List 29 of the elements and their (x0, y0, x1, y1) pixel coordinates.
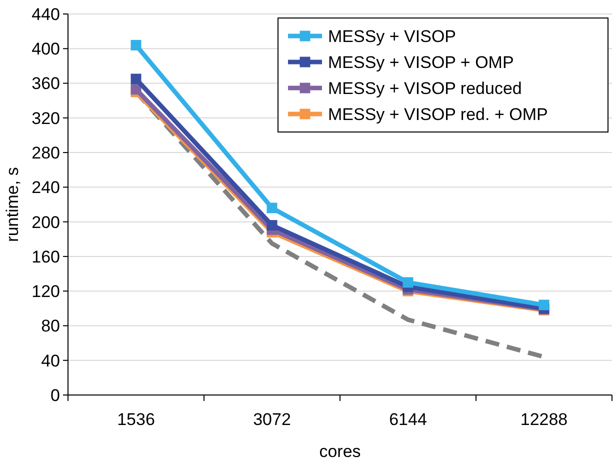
y-tick-label: 120 (32, 282, 60, 302)
legend-label: MESSy + VISOP (328, 26, 456, 46)
y-tick-label: 0 (50, 386, 60, 405)
point (266, 220, 278, 231)
y-tick-label: 400 (32, 40, 60, 59)
point (130, 40, 142, 50)
legend-label: MESSy + VISOP + OMP (328, 52, 514, 72)
y-tick-label: 320 (32, 108, 60, 128)
y-tick-label: 80 (41, 316, 60, 336)
y-tick-label: 200 (32, 212, 60, 232)
x-axis-title: cores (319, 442, 361, 461)
point (538, 300, 550, 310)
y-tick-label: 280 (32, 143, 60, 162)
y-tick-label: 440 (32, 4, 60, 24)
x-tick-label: 12288 (520, 410, 568, 429)
y-tick-label: 40 (41, 351, 60, 370)
point (402, 277, 414, 288)
point (130, 84, 142, 95)
y-tick-label: 160 (32, 247, 60, 266)
y-tick-label: 360 (32, 74, 60, 94)
legend-label: MESSy + VISOP red. + OMP (328, 104, 548, 124)
point (130, 74, 142, 84)
legend-label: MESSy + VISOP reduced (328, 78, 522, 98)
y-tick-label: 240 (32, 178, 60, 198)
point (266, 202, 278, 214)
x-tick-label: 3072 (253, 410, 291, 429)
x-tick-label: 6144 (389, 410, 427, 429)
y-axis-title: runtime, s (3, 167, 22, 242)
x-tick-label: 1536 (117, 410, 155, 429)
